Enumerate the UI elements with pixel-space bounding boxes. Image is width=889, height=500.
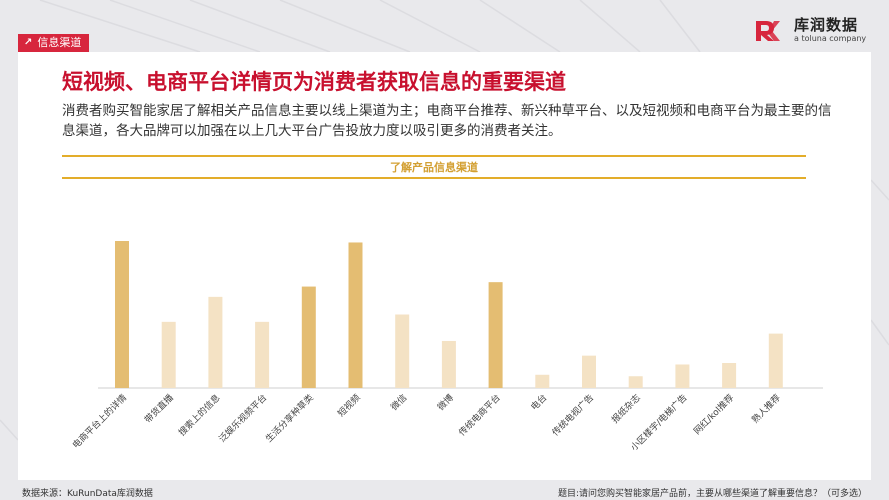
bar-13 — [722, 363, 737, 388]
chart-title-bottom-rule — [62, 177, 806, 179]
bar-14 — [768, 333, 783, 388]
x-tick-label-2: 搜索上的信息 — [176, 392, 223, 439]
bar-10 — [582, 355, 596, 388]
x-tick-label-0: 电商平台上的详情 — [70, 392, 129, 451]
bar-3 — [255, 321, 270, 388]
x-tick-label-4: 生活分享种草类 — [263, 392, 316, 445]
x-tick-label-8: 传统电商平台 — [456, 392, 503, 439]
x-tick-label-9: 电台 — [528, 392, 549, 413]
logo-sub-text: a toluna company — [794, 34, 867, 43]
x-tick-label-11: 报纸杂志 — [609, 392, 643, 426]
bar-7 — [441, 340, 456, 388]
kurun-logo-icon — [756, 20, 780, 41]
x-tick-label-6: 微信 — [388, 392, 409, 413]
page-title: 短视频、电商平台详情页为消费者获取信息的重要渠道 — [62, 70, 566, 94]
x-tick-label-1: 带货直播 — [142, 392, 176, 426]
bar-chart: 电商平台上的详情 带货直播 搜索上的信息泛娱乐视频平台生活分享种草类 短视频 微信 微博传… — [70, 241, 823, 453]
content-card — [18, 52, 871, 480]
chart-title-top-rule — [62, 155, 806, 157]
x-tick-label-3: 泛娱乐视频平台 — [216, 392, 269, 445]
bar-9 — [535, 374, 550, 388]
x-tick-label-14: 熟人推荐 — [749, 392, 783, 426]
logo-main-text: 库润数据 — [794, 16, 859, 34]
bar-12 — [675, 364, 690, 388]
section-tag-label: 信息渠道 — [37, 36, 82, 49]
bar-8 — [488, 282, 503, 388]
bar-1 — [161, 321, 176, 388]
survey-question: 题目:请问您购买智能家居产品前，主要从哪些渠道了解重要信息？（可多选） — [557, 489, 867, 499]
bar-4 — [301, 286, 316, 388]
x-tick-label-10: 传统电视广告 — [549, 392, 596, 439]
x-tick-label-5: 短视频 — [335, 392, 363, 420]
bar-5 — [348, 242, 363, 388]
data-source: 数据来源：KuRunData库润数据 — [22, 489, 153, 499]
chart-title: 了解产品信息渠道 — [390, 161, 478, 174]
bar-11 — [628, 376, 643, 388]
x-tick-label-7: 微博 — [435, 392, 456, 413]
bar-6 — [395, 314, 410, 388]
brand-logo: 库润数据 a toluna company — [754, 18, 866, 43]
bar-2 — [208, 296, 223, 388]
section-tag: ↗ 信息渠道 — [18, 34, 90, 52]
bar-0 — [115, 241, 129, 388]
x-tick-label-13: 网红/kol推荐 — [691, 392, 736, 437]
arrow-up-right-icon: ↗ — [24, 37, 33, 48]
page-description: 消费者购买智能家居了解相关产品信息主要以线上渠道为主；电商平台推荐、新兴种草平台… — [62, 103, 832, 139]
